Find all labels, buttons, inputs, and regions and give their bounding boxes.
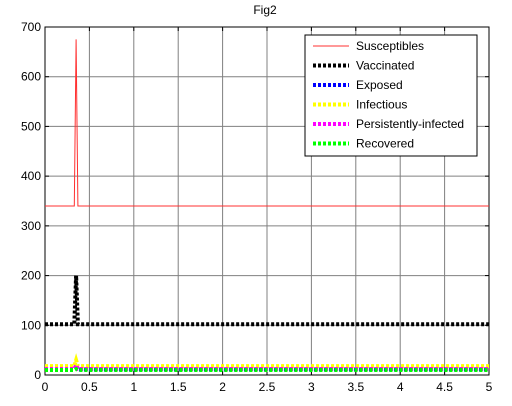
y-tick-label: 200 <box>21 269 41 283</box>
y-tick-label: 400 <box>21 169 41 183</box>
series-layer <box>45 39 489 372</box>
y-tick-label: 300 <box>21 219 41 233</box>
series-line-susceptibles <box>45 39 489 207</box>
legend-label: Exposed <box>356 78 403 92</box>
x-tick-label: 3 <box>308 380 315 394</box>
legend-label: Infectious <box>356 98 407 112</box>
series-line-recovered <box>45 366 489 372</box>
y-tick-label: 0 <box>34 368 41 382</box>
x-tick-label: 3.5 <box>347 380 364 394</box>
x-tick-label: 2.5 <box>259 380 276 394</box>
x-tick-label: 1.5 <box>170 380 187 394</box>
legend-label: Susceptibles <box>356 39 424 53</box>
y-tick-label: 100 <box>21 318 41 332</box>
axes: 0 0.5 1 1.5 2 2.5 3 3.5 4 4.5 5 0 100 200 300 400 500 600… <box>21 20 493 394</box>
x-tick-label: 0.5 <box>81 380 98 394</box>
legend-label: Vaccinated <box>356 59 414 73</box>
x-tick-label: 0 <box>42 380 49 394</box>
legend-box <box>304 34 478 157</box>
y-tick-label: 600 <box>21 70 41 84</box>
legend-label: Recovered <box>356 137 414 151</box>
x-tick-label: 1 <box>130 380 137 394</box>
x-tick-label: 2 <box>219 380 226 394</box>
chart-title: Fig2 <box>253 3 277 17</box>
y-tick-label: 700 <box>21 20 41 34</box>
y-tick-label: 500 <box>21 119 41 133</box>
series-line-infectious <box>45 353 489 369</box>
legend: Susceptibles Vaccinated Exposed Infectious P… <box>304 34 478 157</box>
x-tick-label: 5 <box>486 380 493 394</box>
x-tick-label: 4.5 <box>436 380 453 394</box>
x-tick-label: 4 <box>397 380 404 394</box>
legend-label: Persistently-infected <box>356 117 464 131</box>
